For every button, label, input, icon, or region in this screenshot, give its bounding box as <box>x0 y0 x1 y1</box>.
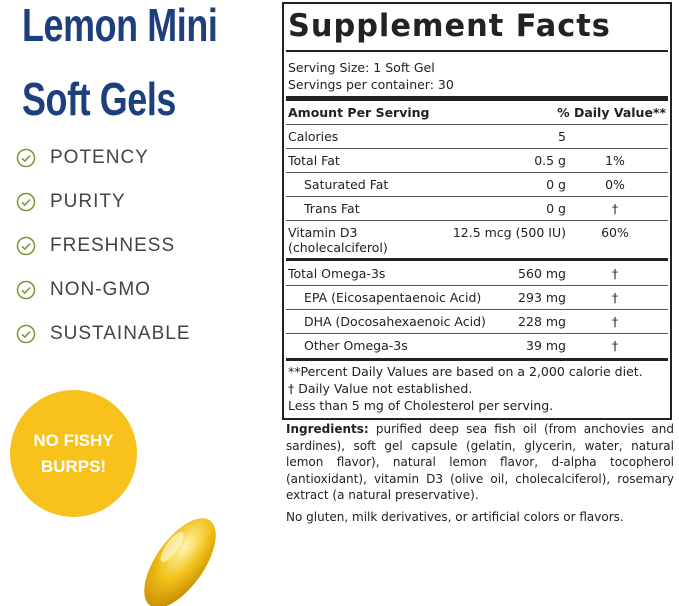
badge-text: NO FISHY <box>33 430 114 450</box>
ingredients-list: purified deep sea fish oil (from anchovi… <box>286 422 674 502</box>
row: DHA (Docosahexaenoic Acid) 228 mg † <box>286 310 668 334</box>
daily-value: 1% <box>605 153 625 168</box>
amount: 228 mg <box>518 314 566 329</box>
amount: 0 g <box>546 177 566 192</box>
supplement-facts: Supplement Facts Serving Size: 1 Soft Ge… <box>282 2 672 420</box>
rule <box>286 50 668 52</box>
daily-value: 0% <box>605 177 625 192</box>
amount: 5 <box>558 129 566 144</box>
note: No gluten, milk derivatives, or artifici… <box>286 509 624 524</box>
row: Vitamin D3 (cholecalciferol) 12.5 mcg (500… <box>286 221 668 258</box>
nutrient: Saturated Fat <box>304 177 389 192</box>
servings: Servings per container: 30 <box>288 77 454 92</box>
row: Total Omega-3s 560 mg † <box>286 262 668 286</box>
row: Calories 5 <box>286 125 668 149</box>
amount: 0.5 g <box>534 153 566 168</box>
feature-label: NON-GMO <box>50 279 151 300</box>
title: Soft Gels <box>22 73 177 125</box>
amount: 39 mg <box>526 338 566 353</box>
nutrient: Calories <box>288 129 339 144</box>
check-icon <box>16 192 36 212</box>
feature-label: PURITY <box>50 191 126 212</box>
feature: PURITY <box>16 190 126 214</box>
nutrient: DHA (Docosahexaenoic Acid) <box>304 314 486 329</box>
check-icon <box>16 324 36 344</box>
nutrient: Total Omega-3s <box>288 266 386 281</box>
daily-value: † <box>611 290 619 305</box>
daily-value: 60% <box>601 225 629 240</box>
serving-size: Serving Size: 1 Soft Gel <box>288 60 435 75</box>
nutrient: Trans Fat <box>304 201 360 216</box>
softgel <box>144 518 216 606</box>
feature: NON-GMO <box>16 278 151 302</box>
daily-value: † <box>611 338 619 353</box>
nutrient: Other Omega-3s <box>304 338 408 353</box>
row: Saturated Fat 0 g 0% <box>286 173 668 197</box>
daily-value: † <box>611 201 619 216</box>
check-icon <box>16 148 36 168</box>
footnote: Less than 5 mg of Cholesterol per servin… <box>288 398 554 413</box>
feature: SUSTAINABLE <box>16 322 191 346</box>
daily-value: † <box>611 314 619 329</box>
badge-text: BURPS! <box>40 456 107 476</box>
amount: 293 mg <box>518 290 566 305</box>
feature-label: FRESHNESS <box>50 235 176 256</box>
nutrient-detail: (cholecalciferol) <box>288 240 388 255</box>
row: Total Fat 0.5 g 1% <box>286 149 668 173</box>
nutrient: EPA (Eicosapentaenoic Acid) <box>304 290 482 305</box>
feature-label: SUSTAINABLE <box>50 323 191 344</box>
footnote: † Daily Value not established. <box>288 381 473 396</box>
footnote: **Percent Daily Values are based on a 2,… <box>288 364 643 379</box>
header: Amount Per Serving <box>288 105 430 120</box>
check-icon <box>16 280 36 300</box>
nutrient: Total Fat <box>288 153 340 168</box>
amount: 560 mg <box>518 266 566 281</box>
row: Trans Fat 0 g † <box>286 197 668 221</box>
ingredients-text: Ingredients: purified deep sea fish oil … <box>286 421 674 504</box>
daily-value: † <box>611 266 619 281</box>
amount: 12.5 mcg (500 IU) <box>452 225 566 240</box>
row: Other Omega-3s 39 mg † <box>286 334 668 357</box>
check-icon <box>16 236 36 256</box>
badge: NO FISHY BURPS! <box>10 390 137 517</box>
feature: POTENCY <box>16 146 149 170</box>
ingredients: Ingredients: purified deep sea fish oil … <box>286 421 674 525</box>
header-row: Amount Per Serving % Daily Value** <box>286 101 668 125</box>
facts-title: Supplement Facts <box>288 8 611 44</box>
rule <box>286 96 668 101</box>
feature-label: POTENCY <box>50 147 149 168</box>
amount: 0 g <box>546 201 566 216</box>
rule <box>286 358 668 361</box>
feature: FRESHNESS <box>16 234 175 258</box>
nutrient: Vitamin D3 <box>288 225 358 240</box>
rule <box>286 258 668 261</box>
title: Lemon Mini <box>22 0 218 51</box>
header: % Daily Value** <box>557 105 666 120</box>
ingredients-label: Ingredients: <box>286 422 369 436</box>
row: EPA (Eicosapentaenoic Acid) 293 mg † <box>286 286 668 310</box>
